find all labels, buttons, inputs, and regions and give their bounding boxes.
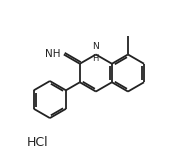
Text: HCl: HCl [26,136,48,149]
Text: NH: NH [44,49,60,59]
Text: N: N [92,42,99,51]
Text: H: H [92,54,98,63]
